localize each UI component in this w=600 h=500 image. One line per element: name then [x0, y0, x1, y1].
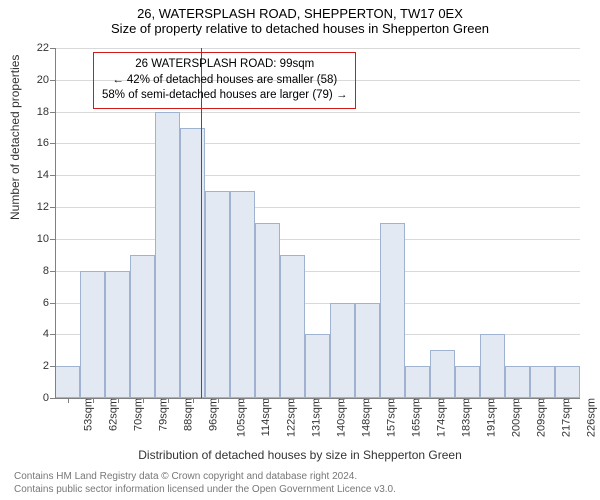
y-tick-label: 8 — [43, 265, 55, 277]
footer-line-2: Contains public sector information licen… — [14, 484, 396, 497]
y-tick-label: 12 — [37, 201, 55, 213]
histogram-bar — [330, 303, 355, 398]
x-tick-label: 226sqm — [583, 398, 597, 437]
x-axis-label: Distribution of detached houses by size … — [0, 448, 600, 462]
histogram-bar — [405, 366, 430, 398]
x-tick-label: 191sqm — [483, 398, 497, 437]
y-tick-label: 16 — [37, 137, 55, 149]
x-tick-label: 131sqm — [308, 398, 322, 437]
x-tick-label: 217sqm — [558, 398, 572, 437]
histogram-bar — [430, 350, 455, 398]
histogram-bar — [105, 271, 130, 398]
y-tick-label: 6 — [43, 297, 55, 309]
attribution-footer: Contains HM Land Registry data © Crown c… — [14, 471, 396, 496]
y-tick-label: 22 — [37, 42, 55, 54]
histogram-bar — [80, 271, 105, 398]
histogram-bar — [555, 366, 580, 398]
annotation-line-2: 58% of semi-detached houses are larger (… — [102, 88, 347, 104]
x-tick-label: 200sqm — [508, 398, 522, 437]
histogram-bar — [305, 334, 330, 398]
histogram-bar — [55, 366, 80, 398]
x-tick-label: 174sqm — [433, 398, 447, 437]
x-tick-label: 157sqm — [383, 398, 397, 437]
histogram-bar — [480, 334, 505, 398]
footer-line-1: Contains HM Land Registry data © Crown c… — [14, 471, 396, 484]
y-tick-label: 20 — [37, 74, 55, 86]
x-axis-line — [55, 398, 580, 399]
y-tick-label: 10 — [37, 233, 55, 245]
x-tick-label: 140sqm — [333, 398, 347, 437]
annotation-box: 26 WATERSPLASH ROAD: 99sqm← 42% of detac… — [93, 52, 356, 109]
grid-line — [55, 175, 580, 176]
histogram-bar — [530, 366, 555, 398]
annotation-line-1: ← 42% of detached houses are smaller (58… — [102, 73, 347, 89]
y-tick-label: 14 — [37, 169, 55, 181]
y-tick-label: 4 — [43, 328, 55, 340]
x-tick-label: 122sqm — [283, 398, 297, 437]
chart-area: 024681012141618202253sqm62sqm70sqm79sqm8… — [55, 48, 580, 398]
histogram-bar — [205, 191, 230, 398]
x-tick-label: 114sqm — [258, 398, 272, 436]
histogram-bar — [455, 366, 480, 398]
x-tick-label: 209sqm — [533, 398, 547, 437]
plot: 024681012141618202253sqm62sqm70sqm79sqm8… — [55, 48, 580, 398]
histogram-bar — [380, 223, 405, 398]
histogram-bar — [130, 255, 155, 398]
y-tick-label: 18 — [37, 106, 55, 118]
y-tick-label: 0 — [43, 392, 55, 404]
histogram-bar — [355, 303, 380, 398]
title-block: 26, WATERSPLASH ROAD, SHEPPERTON, TW17 0… — [0, 0, 600, 36]
grid-line — [55, 48, 580, 49]
histogram-bar — [230, 191, 255, 398]
grid-line — [55, 143, 580, 144]
title-line-2: Size of property relative to detached ho… — [0, 21, 600, 36]
grid-line — [55, 207, 580, 208]
histogram-bar — [255, 223, 280, 398]
grid-line — [55, 239, 580, 240]
x-tick-label: 105sqm — [233, 398, 247, 437]
x-tick-label: 183sqm — [458, 398, 472, 437]
title-line-1: 26, WATERSPLASH ROAD, SHEPPERTON, TW17 0… — [0, 6, 600, 21]
grid-line — [55, 112, 580, 113]
annotation-line-0: 26 WATERSPLASH ROAD: 99sqm — [102, 57, 347, 73]
histogram-bar — [155, 112, 180, 398]
x-tick-label: 165sqm — [408, 398, 422, 437]
y-tick-label: 2 — [43, 360, 55, 372]
histogram-bar — [280, 255, 305, 398]
y-axis-label: Number of detached properties — [8, 55, 22, 220]
y-axis-line — [55, 48, 56, 398]
histogram-bar — [505, 366, 530, 398]
x-tick-label: 148sqm — [358, 398, 372, 437]
